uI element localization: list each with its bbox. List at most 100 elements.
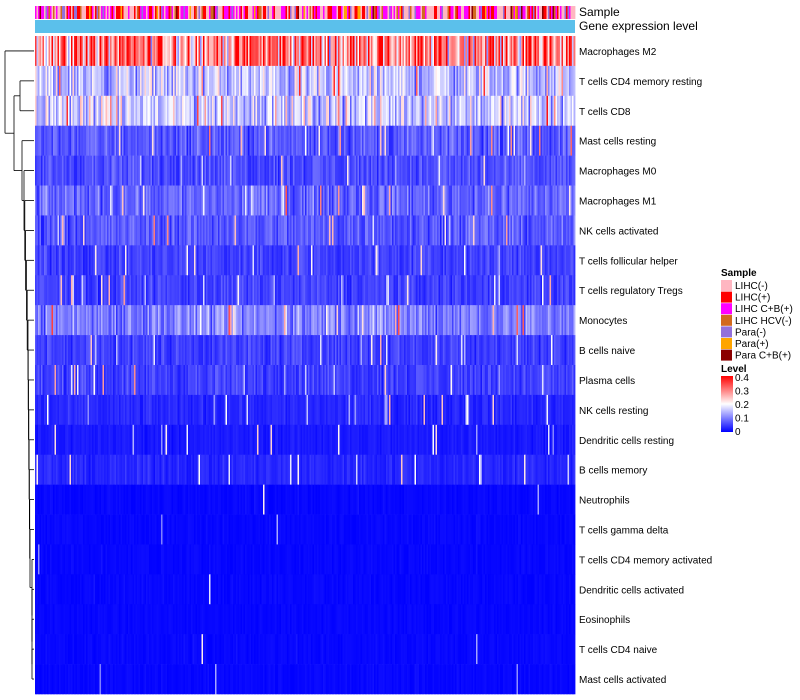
heatmap-cell xyxy=(281,185,283,216)
heatmap-cell xyxy=(470,155,472,186)
heatmap-cell xyxy=(549,185,552,216)
heatmap-cell xyxy=(269,335,271,366)
heatmap-cell xyxy=(378,245,381,276)
heatmap-cell xyxy=(63,185,66,216)
heatmap-cell xyxy=(363,275,366,306)
heatmap-cell xyxy=(384,305,387,336)
heatmap-cell xyxy=(287,155,289,186)
sample-track-cell xyxy=(422,6,424,19)
heatmap-cell xyxy=(384,155,387,186)
heatmap-cell xyxy=(479,155,481,186)
heatmap-cell xyxy=(428,305,430,336)
heatmap-cell xyxy=(531,155,534,186)
heatmap-cell xyxy=(267,335,270,366)
heatmap-cell xyxy=(278,365,280,396)
heatmap-cell xyxy=(557,65,559,97)
sample-track-cell xyxy=(60,6,63,19)
heatmap-cell xyxy=(65,125,67,156)
heatmap-cell xyxy=(162,65,165,97)
heatmap-cell xyxy=(308,125,310,156)
heatmap-cell xyxy=(218,335,220,366)
heatmap-cell xyxy=(485,36,487,67)
heatmap-cell xyxy=(332,365,334,396)
heatmap-cell xyxy=(206,335,208,366)
heatmap-cell xyxy=(216,125,219,156)
heatmap-cell xyxy=(387,365,390,396)
heatmap-cell xyxy=(435,305,438,336)
heatmap-cell xyxy=(266,125,268,156)
heatmap-cell xyxy=(246,305,249,336)
heatmap-cell xyxy=(501,215,504,246)
heatmap-cell xyxy=(386,65,388,97)
heatmap-cell xyxy=(254,335,256,366)
heatmap-cell xyxy=(398,65,400,97)
sample-track-cell xyxy=(99,6,102,19)
heatmap-cell xyxy=(362,305,364,336)
heatmap-cell xyxy=(212,155,214,186)
heatmap-cell xyxy=(102,65,105,97)
heatmap-cell xyxy=(51,305,54,336)
heatmap-cell xyxy=(492,215,495,246)
sample-track-cell xyxy=(446,6,448,19)
heatmap-cell xyxy=(569,245,571,276)
heatmap-cell xyxy=(542,215,544,246)
heatmap-cell xyxy=(411,275,414,306)
heatmap-cell xyxy=(438,335,441,366)
heatmap-cell xyxy=(435,335,438,366)
heatmap-cell xyxy=(258,125,261,156)
heatmap-cell xyxy=(137,36,139,67)
heatmap-cell xyxy=(327,95,330,127)
heatmap-cell xyxy=(573,245,576,276)
heatmap-cell xyxy=(108,245,111,276)
heatmap-cell xyxy=(65,185,67,216)
heatmap-cell xyxy=(431,36,433,67)
heatmap-cell xyxy=(171,335,174,366)
heatmap-cell xyxy=(204,185,207,216)
heatmap-cell xyxy=(479,215,481,246)
sample-track-cell xyxy=(146,6,148,19)
sample-track-cell xyxy=(563,6,565,19)
heatmap-cell xyxy=(402,365,405,396)
heatmap-cell xyxy=(368,215,370,246)
heatmap-cell xyxy=(119,95,121,127)
heatmap-cell xyxy=(248,215,250,246)
heatmap-cell xyxy=(473,215,475,246)
heatmap-cell xyxy=(126,155,129,186)
heatmap-cell xyxy=(308,36,310,67)
heatmap-cell xyxy=(338,95,340,127)
heatmap-cell xyxy=(90,215,93,246)
heatmap-cell xyxy=(347,335,349,366)
heatmap-cell xyxy=(213,275,216,306)
heatmap-cell xyxy=(123,65,126,97)
heatmap-cell xyxy=(144,65,147,97)
heatmap-cell xyxy=(537,95,540,127)
heatmap-cell xyxy=(41,215,43,246)
heatmap-cell xyxy=(80,275,82,306)
heatmap-cell xyxy=(405,335,408,366)
sample-track-cell xyxy=(428,6,430,19)
heatmap-cell xyxy=(182,36,184,67)
heatmap-cell xyxy=(137,305,139,336)
sample-track-cell xyxy=(249,6,252,19)
heatmap-cell xyxy=(377,365,379,396)
sample-track-cell xyxy=(435,6,438,19)
heatmap-cell xyxy=(233,275,235,306)
heatmap-cell xyxy=(281,245,283,276)
heatmap-cell xyxy=(515,95,517,127)
heatmap-cell xyxy=(108,125,111,156)
sample-track-cell xyxy=(216,6,219,19)
sample-track-cell xyxy=(365,6,367,19)
heatmap-cell xyxy=(456,125,459,156)
heatmap-cell xyxy=(125,335,127,366)
heatmap-cell xyxy=(41,365,43,396)
heatmap-cell xyxy=(348,335,351,366)
heatmap-cell xyxy=(417,215,420,246)
heatmap-cell xyxy=(276,36,279,67)
heatmap-cell xyxy=(90,305,93,336)
heatmap-cell xyxy=(330,275,333,306)
heatmap-cell xyxy=(171,155,174,186)
heatmap-cell xyxy=(509,215,511,246)
heatmap-cell xyxy=(51,394,54,426)
sample-track-cell xyxy=(294,6,297,19)
heatmap-cell xyxy=(54,215,57,246)
